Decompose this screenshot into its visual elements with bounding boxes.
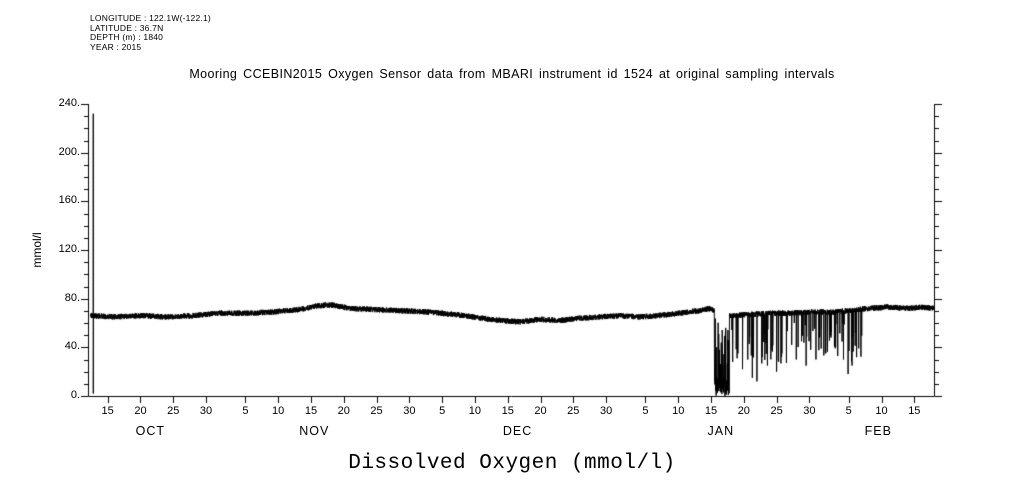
- x-tick-label: 25: [167, 405, 180, 417]
- x-tick-label: 30: [199, 405, 213, 417]
- x-tick-label: 10: [672, 405, 685, 417]
- y-tick-label: 80.: [64, 291, 80, 304]
- x-tick-label: 10: [468, 405, 482, 417]
- x-tick-label: 15: [704, 405, 718, 417]
- y-tick-label: 40.: [64, 340, 80, 353]
- x-tick-label: 30: [599, 405, 613, 417]
- x-tick-label: 25: [770, 405, 783, 417]
- month-label: FEB: [864, 424, 892, 438]
- y-tick-label: 240.: [58, 97, 80, 109]
- x-tick-label: 20: [337, 405, 350, 417]
- x-tick-label: 10: [875, 405, 888, 417]
- x-tick-label: 15: [304, 405, 318, 417]
- month-label: JAN: [707, 424, 735, 438]
- x-tick-label: 30: [403, 405, 416, 417]
- x-tick-label: 15: [908, 405, 921, 417]
- y-tick-label: 200.: [58, 145, 80, 158]
- x-tick-label: 20: [737, 405, 750, 417]
- x-tick-label: 5: [642, 405, 649, 417]
- month-label: DEC: [502, 424, 533, 438]
- month-label: NOV: [299, 424, 330, 438]
- y-tick-label: 160.: [58, 194, 80, 207]
- x-tick-label: 5: [242, 405, 249, 417]
- x-tick-label: 5: [439, 405, 446, 417]
- x-tick-label: 5: [845, 405, 852, 417]
- y-tick-label: 0.: [70, 389, 80, 401]
- x-tick-label: 30: [803, 405, 816, 417]
- y-tick-label: 120.: [58, 243, 80, 255]
- month-label: OCT: [135, 424, 165, 438]
- x-tick-label: 15: [501, 405, 514, 417]
- x-tick-label: 10: [272, 405, 285, 417]
- x-axis-title: Dissolved Oxygen (mmol/l): [348, 452, 676, 475]
- x-tick-label: 20: [134, 405, 147, 417]
- x-tick-label: 25: [370, 405, 383, 417]
- x-tick-label: 25: [567, 405, 580, 417]
- x-tick-label: 20: [534, 405, 547, 417]
- x-tick-label: 15: [101, 405, 114, 417]
